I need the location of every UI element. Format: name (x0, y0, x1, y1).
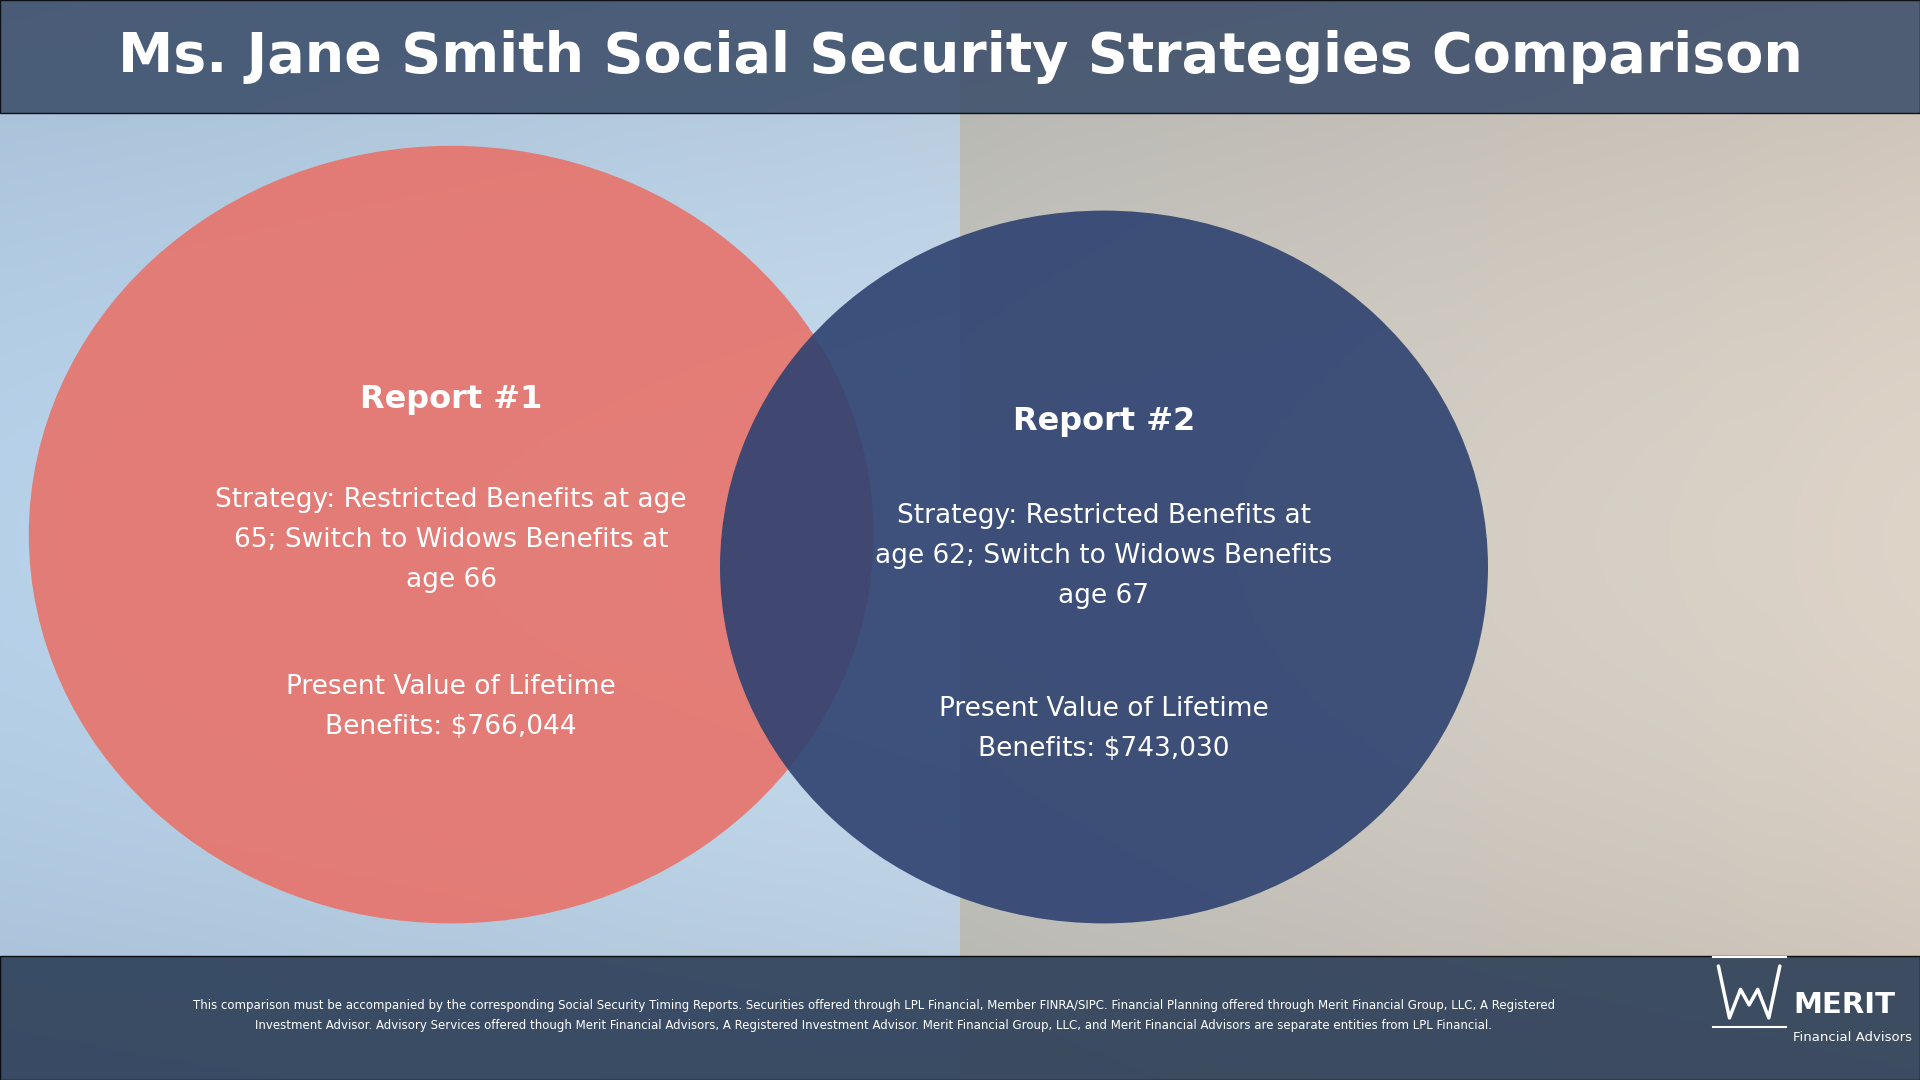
Text: Strategy: Restricted Benefits at age
65; Switch to Widows Benefits at
age 66: Strategy: Restricted Benefits at age 65;… (215, 487, 687, 593)
Text: MERIT: MERIT (1793, 991, 1895, 1018)
Text: Report #2: Report #2 (1014, 406, 1194, 436)
Text: This comparison must be accompanied by the corresponding Social Security Timing : This comparison must be accompanied by t… (192, 999, 1555, 1031)
Text: Present Value of Lifetime
Benefits: $743,030: Present Value of Lifetime Benefits: $743… (939, 696, 1269, 762)
Text: Report #1: Report #1 (361, 384, 541, 415)
Ellipse shape (720, 211, 1488, 923)
Text: Financial Advisors: Financial Advisors (1793, 1030, 1912, 1044)
Text: Strategy: Restricted Benefits at
age 62; Switch to Widows Benefits
age 67: Strategy: Restricted Benefits at age 62;… (876, 503, 1332, 609)
Text: Present Value of Lifetime
Benefits: $766,044: Present Value of Lifetime Benefits: $766… (286, 674, 616, 741)
Ellipse shape (29, 146, 874, 923)
FancyBboxPatch shape (0, 0, 1920, 113)
Text: Ms. Jane Smith Social Security Strategies Comparison: Ms. Jane Smith Social Security Strategie… (117, 29, 1803, 84)
FancyBboxPatch shape (0, 956, 1920, 1080)
